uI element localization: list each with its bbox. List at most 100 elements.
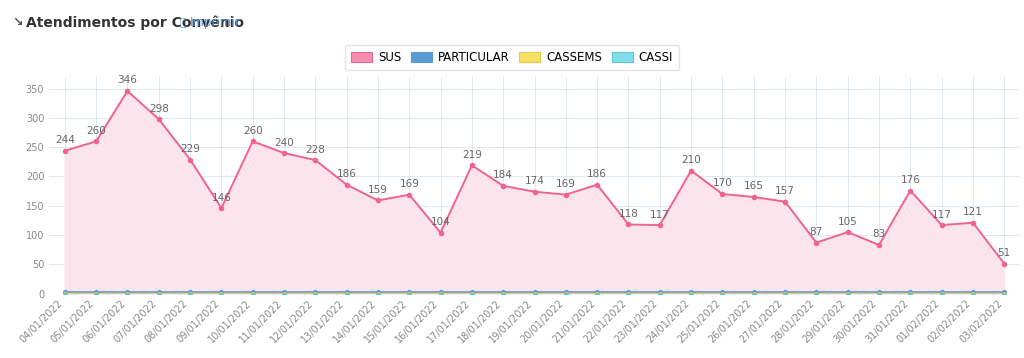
Point [432, 291, 449, 296]
Point [745, 290, 762, 295]
Point [88, 139, 104, 144]
Point [245, 291, 261, 296]
Point [495, 290, 511, 295]
Point [621, 291, 637, 296]
Point [651, 292, 668, 297]
Text: 165: 165 [743, 182, 764, 192]
Point [495, 183, 511, 189]
Point [934, 290, 950, 295]
Point [526, 189, 543, 194]
Point [307, 291, 324, 296]
Text: 170: 170 [713, 179, 732, 189]
Point [119, 291, 135, 296]
Point [651, 222, 668, 228]
Text: 184: 184 [494, 170, 513, 180]
Text: Atendimentos por Convênio: Atendimentos por Convênio [26, 15, 244, 30]
Point [401, 290, 418, 295]
Text: 260: 260 [86, 126, 106, 136]
Point [495, 292, 511, 297]
Text: 87: 87 [810, 227, 823, 237]
Point [432, 290, 449, 295]
Point [213, 292, 229, 297]
Point [307, 290, 324, 295]
Point [464, 163, 480, 168]
Point [840, 291, 856, 296]
Point [683, 292, 699, 297]
Point [934, 292, 950, 297]
Point [213, 291, 229, 296]
Point [307, 292, 324, 297]
Point [245, 139, 261, 144]
Point [401, 292, 418, 297]
Point [182, 292, 199, 297]
Point [745, 291, 762, 296]
Point [902, 292, 919, 297]
Point [88, 292, 104, 297]
Point [777, 290, 794, 295]
Point [558, 292, 574, 297]
Point [182, 290, 199, 295]
Text: 186: 186 [337, 169, 356, 179]
Point [119, 290, 135, 295]
Point [934, 291, 950, 296]
Text: Imprimir: Imprimir [189, 16, 240, 29]
Point [651, 291, 668, 296]
Point [589, 291, 605, 296]
Text: 118: 118 [618, 209, 638, 219]
Point [526, 291, 543, 296]
Point [965, 292, 981, 297]
Text: ↘: ↘ [12, 16, 23, 29]
Text: 244: 244 [55, 135, 75, 145]
Point [339, 291, 355, 296]
Point [182, 157, 199, 163]
Point [745, 194, 762, 200]
Text: 146: 146 [211, 193, 231, 203]
Point [840, 292, 856, 297]
Point [245, 290, 261, 295]
Point [56, 292, 73, 297]
Point [495, 291, 511, 296]
Point [432, 230, 449, 236]
Text: 176: 176 [900, 175, 921, 185]
Text: 186: 186 [587, 169, 607, 179]
Text: 51: 51 [997, 248, 1011, 258]
Point [621, 292, 637, 297]
Point [870, 242, 887, 248]
Point [88, 291, 104, 296]
Point [589, 290, 605, 295]
Point [714, 191, 730, 197]
Point [401, 291, 418, 296]
Point [245, 292, 261, 297]
Point [88, 290, 104, 295]
Point [808, 240, 824, 246]
Point [370, 198, 386, 203]
Point [370, 291, 386, 296]
Point [651, 290, 668, 295]
Point [589, 182, 605, 188]
Text: 174: 174 [524, 176, 545, 186]
Point [621, 222, 637, 227]
Point [56, 148, 73, 154]
Text: 169: 169 [556, 179, 575, 189]
Text: 159: 159 [368, 185, 388, 195]
Text: 104: 104 [431, 217, 451, 227]
Point [683, 291, 699, 296]
Point [870, 291, 887, 296]
Point [840, 290, 856, 295]
Point [996, 291, 1013, 296]
Point [213, 290, 229, 295]
Point [840, 229, 856, 235]
Point [151, 290, 167, 295]
Point [589, 292, 605, 297]
Point [464, 292, 480, 297]
Point [432, 292, 449, 297]
Point [808, 291, 824, 296]
Text: 169: 169 [399, 179, 419, 189]
Point [558, 192, 574, 198]
Legend: SUS, PARTICULAR, CASSEMS, CASSI: SUS, PARTICULAR, CASSEMS, CASSI [345, 45, 679, 70]
Point [213, 205, 229, 211]
Point [965, 290, 981, 295]
Point [683, 290, 699, 295]
Point [870, 292, 887, 297]
Point [464, 290, 480, 295]
